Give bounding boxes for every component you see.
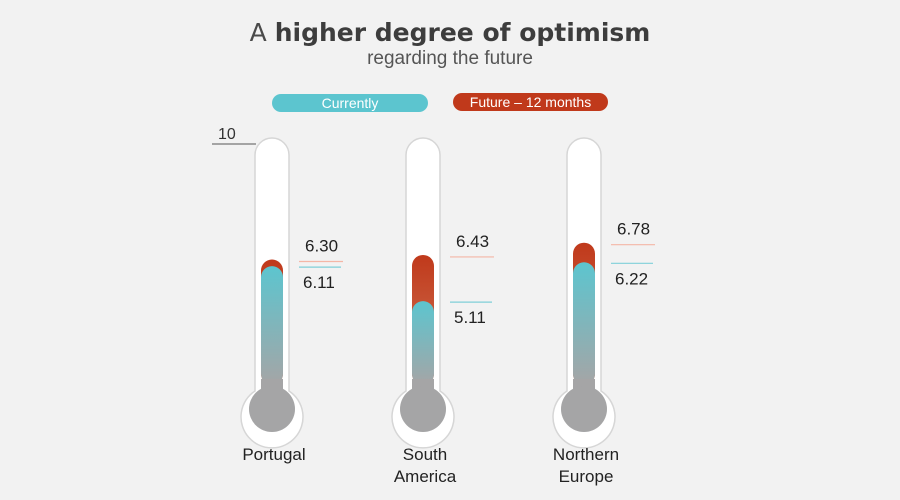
thermometer: 6.43 5.11 South America bbox=[391, 137, 494, 486]
chart-subtitle: regarding the future bbox=[367, 48, 533, 69]
thermometer-bulb bbox=[249, 386, 295, 432]
label-future: 6.43 bbox=[456, 232, 489, 251]
label-current: 6.11 bbox=[303, 273, 335, 292]
thermometer-bulb bbox=[561, 386, 607, 432]
category-label: Portugal bbox=[242, 445, 305, 464]
bar-current bbox=[261, 266, 283, 385]
title-emphasis: higher degree of optimism bbox=[274, 18, 651, 47]
category-label: America bbox=[394, 467, 457, 486]
thermometer-bulb bbox=[400, 386, 446, 432]
label-future: 6.30 bbox=[305, 237, 338, 256]
category-label: Northern bbox=[553, 445, 619, 464]
category-label: Europe bbox=[559, 467, 614, 486]
label-current: 6.22 bbox=[615, 269, 648, 288]
bar-current bbox=[573, 262, 595, 385]
legend-future: Future – 12 months bbox=[453, 93, 608, 111]
thermometer: 6.78 6.22 Northern Europe bbox=[552, 137, 655, 486]
bar-current bbox=[412, 301, 434, 385]
title-prefix: A bbox=[249, 18, 267, 47]
category-label: South bbox=[403, 445, 447, 464]
label-future: 6.78 bbox=[617, 220, 650, 239]
scale-max-label: 10 bbox=[218, 126, 236, 143]
chart-title: A higher degree of optimism bbox=[0, 18, 900, 47]
thermometer: 6.30 6.11 Portugal bbox=[240, 137, 343, 464]
label-current: 5.11 bbox=[454, 308, 486, 327]
legend-currently: Currently bbox=[272, 94, 428, 112]
